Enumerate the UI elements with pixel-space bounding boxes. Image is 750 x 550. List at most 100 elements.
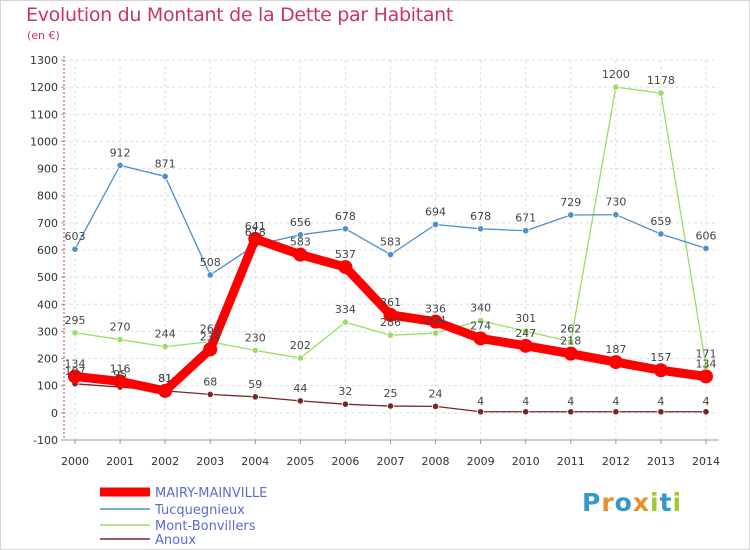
data-label: 583 xyxy=(380,236,401,249)
data-point xyxy=(428,314,443,329)
data-point xyxy=(341,225,350,233)
data-point xyxy=(473,331,488,346)
data-label: 81 xyxy=(158,372,172,385)
data-labels: 134 116 81 234 641 583 537 361 336 274 247 218 187 15… xyxy=(65,68,717,408)
proxiti-logo: Proxiti xyxy=(582,488,682,517)
series-tucquegnieux xyxy=(71,161,710,279)
x-tick-label: 2013 xyxy=(647,455,675,468)
logo-letter: P xyxy=(582,488,602,517)
data-label: 730 xyxy=(605,196,626,209)
data-point xyxy=(251,393,259,401)
data-label: 4 xyxy=(567,395,574,408)
y-tick-label: 1300 xyxy=(30,54,58,67)
data-point xyxy=(296,397,304,405)
logo-letter: t xyxy=(659,488,673,517)
data-label: 25 xyxy=(383,387,397,400)
data-label: 187 xyxy=(605,343,626,356)
data-point xyxy=(477,316,485,325)
data-label: 678 xyxy=(470,210,491,223)
data-label: 603 xyxy=(65,230,86,243)
data-label: 912 xyxy=(110,146,131,159)
data-label: 218 xyxy=(560,335,581,348)
data-label: 694 xyxy=(425,205,446,218)
legend-item: Anoux xyxy=(100,533,196,548)
series-mont-bonvillers xyxy=(71,83,710,371)
data-point xyxy=(657,230,665,238)
data-point xyxy=(702,408,710,416)
data-point xyxy=(341,318,350,326)
logo-letter: x xyxy=(632,488,650,517)
data-label: 4 xyxy=(612,395,619,408)
data-point xyxy=(161,343,169,351)
data-label: 59 xyxy=(248,378,262,391)
data-point xyxy=(522,227,530,235)
data-label: 508 xyxy=(200,256,221,269)
data-label: 1200 xyxy=(602,68,630,81)
data-label: 659 xyxy=(650,215,671,228)
data-point xyxy=(113,374,128,389)
data-label: 24 xyxy=(429,387,443,400)
y-tick-label: 600 xyxy=(37,244,58,257)
y-tick-label: 0 xyxy=(51,407,58,420)
data-point xyxy=(477,225,485,233)
data-label: 247 xyxy=(515,327,536,340)
logo-letter: o xyxy=(614,488,633,517)
logo-letter: i xyxy=(650,488,660,517)
data-point xyxy=(657,89,665,97)
y-tick-label: 500 xyxy=(37,271,58,284)
data-label: 270 xyxy=(110,321,131,334)
series-mairy-mainville xyxy=(68,231,713,398)
y-tick-label: 1200 xyxy=(30,81,58,94)
data-point xyxy=(657,408,665,416)
x-tick-label: 2007 xyxy=(376,455,404,468)
chart-subtitle: (en €) xyxy=(27,29,60,42)
series-layer xyxy=(68,83,713,416)
x-tick-label: 2012 xyxy=(602,455,630,468)
data-label: 171 xyxy=(695,347,716,360)
data-label: 244 xyxy=(155,328,176,341)
data-label: 134 xyxy=(695,357,716,370)
data-label: 107 xyxy=(65,365,86,378)
data-label: 4 xyxy=(522,395,529,408)
data-point xyxy=(567,408,575,416)
legend: MAIRY-MAINVILLE TucquegnieuxMont-Bonville… xyxy=(100,486,267,548)
data-point xyxy=(386,402,395,410)
data-point xyxy=(248,231,263,246)
data-label: 134 xyxy=(65,357,86,370)
data-point xyxy=(158,383,173,398)
data-point xyxy=(386,331,395,339)
data-point xyxy=(522,327,530,335)
data-label: 157 xyxy=(650,351,671,364)
data-label: 334 xyxy=(335,303,356,316)
legend-item: Mont-Bonvillers xyxy=(100,519,256,534)
y-tick-label: 1100 xyxy=(30,108,58,121)
data-label: 1178 xyxy=(647,74,675,87)
data-point xyxy=(386,251,395,259)
data-point xyxy=(518,338,533,353)
data-point xyxy=(296,354,304,362)
legend-item: Tucquegnieux xyxy=(100,503,245,518)
x-tick-label: 2001 xyxy=(106,455,134,468)
data-point xyxy=(563,346,578,361)
logo-letter: r xyxy=(601,488,615,517)
data-point xyxy=(567,211,575,219)
data-label: 678 xyxy=(335,210,356,223)
data-point xyxy=(116,335,124,344)
data-point xyxy=(431,402,440,410)
data-label: 44 xyxy=(293,382,307,395)
y-tick-label: 800 xyxy=(37,190,58,203)
data-label: 4 xyxy=(702,395,709,408)
legend-label: Mont-Bonvillers xyxy=(155,519,256,534)
data-label: 301 xyxy=(515,312,536,325)
x-tick-label: 2011 xyxy=(557,455,585,468)
data-label: 656 xyxy=(290,216,311,229)
data-label: 618 xyxy=(245,226,266,239)
y-tick-label: 300 xyxy=(37,325,58,338)
series-anoux xyxy=(71,380,710,416)
x-tick-label: 2010 xyxy=(512,455,540,468)
x-tick-label: 2000 xyxy=(61,455,89,468)
data-point xyxy=(383,307,398,322)
data-point xyxy=(608,355,623,370)
